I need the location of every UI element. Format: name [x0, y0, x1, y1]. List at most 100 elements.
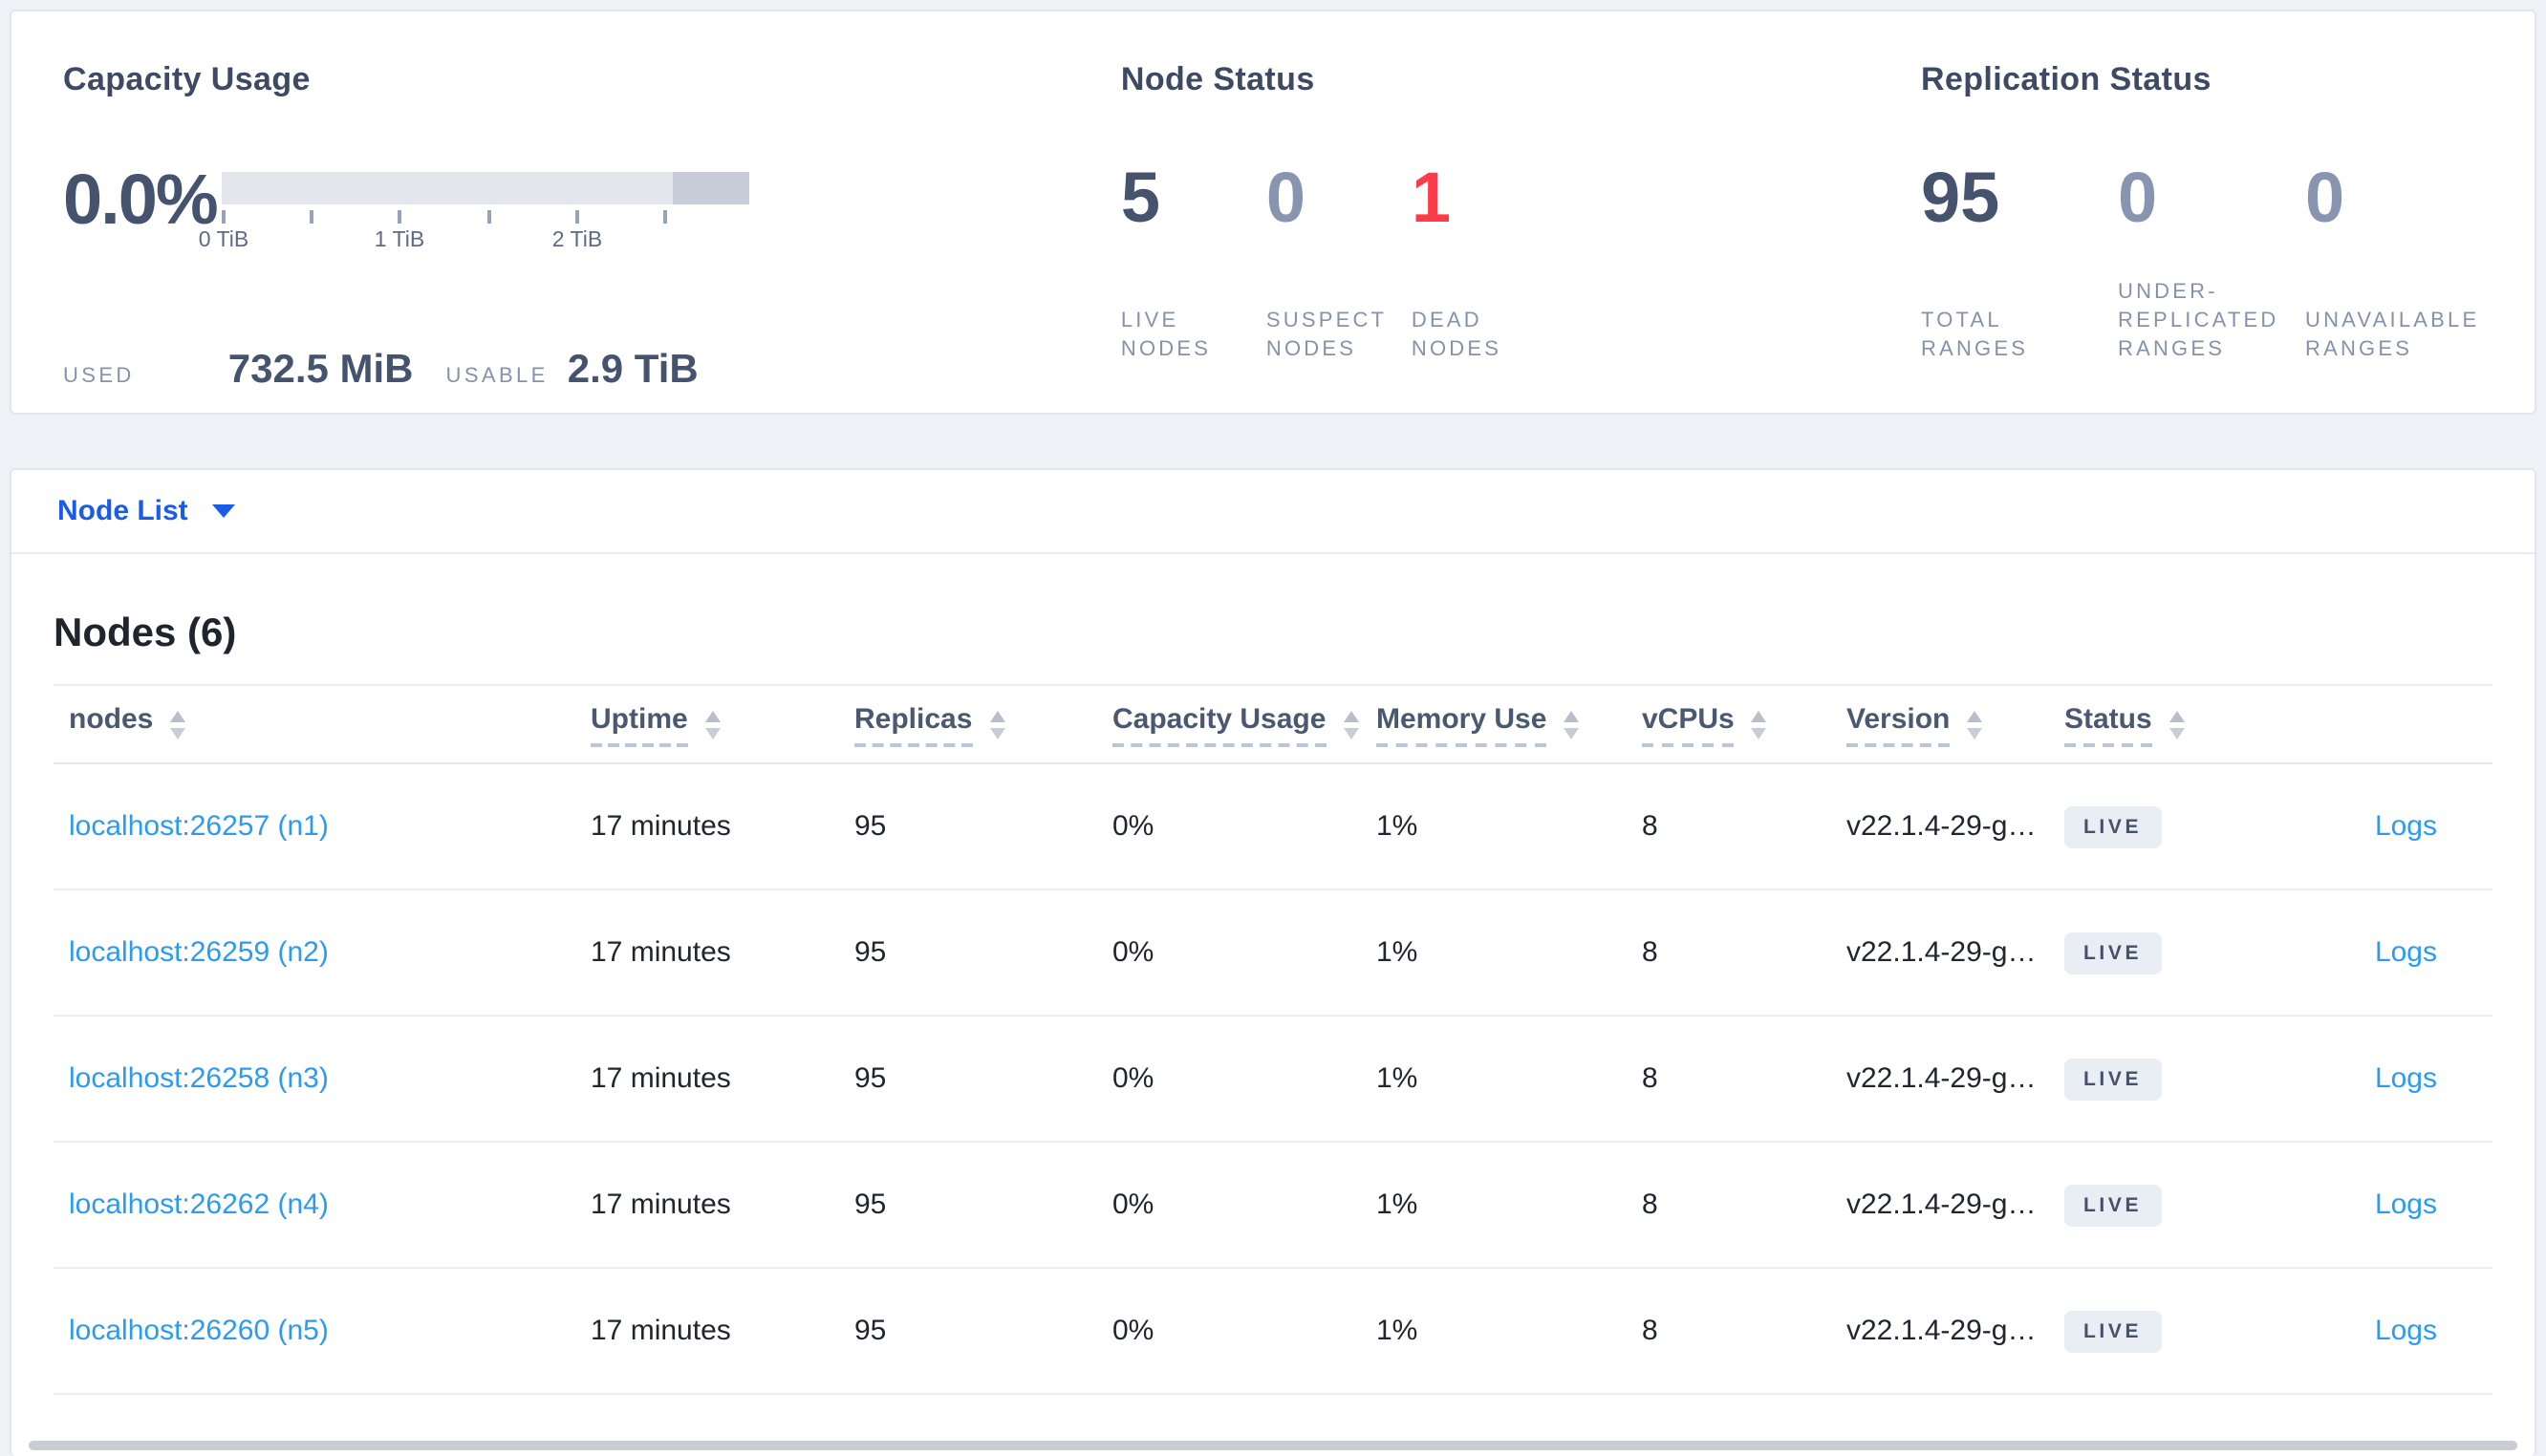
under-replicated-ranges-value: 0 — [2118, 159, 2158, 237]
column-header-uptime[interactable]: Uptime — [591, 702, 854, 746]
table-row: localhost:26258 (n3) 17 minutes 95 0% 1%… — [54, 1017, 2492, 1143]
horizontal-scrollbar[interactable] — [29, 1441, 2517, 1450]
sort-icon — [170, 710, 186, 739]
view-selector-label: Node List — [57, 495, 188, 527]
logs-link[interactable]: Logs — [2374, 936, 2437, 969]
total-ranges-stat: 95 TOTAL RANGES — [1921, 159, 2118, 365]
total-ranges-value: 95 — [1921, 159, 2000, 237]
capacity-usage-cell: 0% — [1112, 936, 1154, 969]
node-link[interactable]: localhost:26259 (n2) — [69, 936, 329, 969]
sort-icon — [1343, 710, 1359, 739]
capacity-tick — [310, 210, 313, 224]
node-list-panel: Node List Nodes (6) nodes Uptime Replicas C… — [10, 468, 2536, 1456]
vcpus-cell: 8 — [1642, 936, 1658, 969]
memory-use-cell: 1% — [1376, 810, 1418, 843]
status-badge: LIVE — [2064, 805, 2162, 847]
usable-value: 2.9 TiB — [567, 348, 699, 392]
memory-use-cell: 1% — [1376, 1315, 1418, 1347]
usable-label: USABLE — [445, 365, 549, 388]
column-header-nodes[interactable]: nodes — [69, 702, 591, 746]
suspect-nodes-stat: 0 SUSPECT NODES — [1265, 159, 1412, 365]
column-header-memory-use[interactable]: Memory Use — [1376, 702, 1642, 746]
node-status-title: Node Status — [1120, 61, 1315, 97]
version-cell: v22.1.4-29-g… — [1846, 936, 2037, 969]
column-header-replicas[interactable]: Replicas — [854, 702, 1112, 746]
capacity-tick-label: 2 TiB — [551, 229, 603, 252]
sort-icon — [2168, 710, 2185, 739]
table-row: localhost:26257 (n1) 17 minutes 95 0% 1%… — [54, 764, 2492, 890]
version-cell: v22.1.4-29-g… — [1846, 1315, 2037, 1347]
memory-use-cell: 1% — [1376, 1188, 1418, 1221]
live-nodes-label: LIVE NODES — [1120, 310, 1212, 361]
replication-status-section: Replication Status 95 TOTAL RANGES 0 UND… — [1921, 11, 2535, 413]
column-header-capacity-usage[interactable]: Capacity Usage — [1112, 702, 1376, 746]
capacity-usage-title: Capacity Usage — [63, 61, 311, 97]
capacity-tick — [663, 210, 667, 224]
table-row: localhost:26262 (n4) 17 minutes 95 0% 1%… — [54, 1143, 2492, 1269]
unavailable-ranges-stat: 0 UNAVAILABLE RANGES — [2305, 159, 2535, 365]
under-replicated-ranges-stat: 0 UNDER-REPLICATED RANGES — [2118, 159, 2305, 365]
node-link[interactable]: localhost:26260 (n5) — [69, 1315, 329, 1347]
used-value: 732.5 MiB — [227, 348, 414, 392]
used-label: USED — [63, 365, 135, 388]
sort-icon — [1564, 710, 1580, 739]
capacity-tick-label: 1 TiB — [374, 229, 425, 252]
status-badge: LIVE — [2064, 1184, 2162, 1226]
logs-link[interactable]: Logs — [2374, 1188, 2437, 1221]
live-nodes-value: 5 — [1120, 159, 1161, 237]
capacity-tick — [222, 210, 226, 224]
capacity-axis-ticks — [222, 208, 749, 225]
column-header-label: Status — [2064, 702, 2152, 746]
logs-link[interactable]: Logs — [2374, 1315, 2437, 1347]
node-link[interactable]: localhost:26258 (n3) — [69, 1062, 329, 1095]
replicas-cell: 95 — [854, 936, 887, 969]
capacity-bar-chart: 0 TiB 1 TiB 2 TiB — [199, 172, 749, 260]
column-header-label: vCPUs — [1642, 702, 1735, 746]
capacity-usage-cell: 0% — [1112, 1062, 1154, 1095]
uptime-cell: 17 minutes — [591, 1315, 731, 1347]
suspect-nodes-value: 0 — [1265, 159, 1306, 237]
status-badge: LIVE — [2064, 1310, 2162, 1352]
column-header-vcpus[interactable]: vCPUs — [1642, 702, 1846, 746]
table-row: localhost:26259 (n2) 17 minutes 95 0% 1%… — [54, 890, 2492, 1017]
version-cell: v22.1.4-29-g… — [1846, 1188, 2037, 1221]
suspect-nodes-label: SUSPECT NODES — [1265, 310, 1387, 361]
replicas-cell: 95 — [854, 1315, 887, 1347]
capacity-bar — [222, 172, 749, 204]
vcpus-cell: 8 — [1642, 1315, 1658, 1347]
column-header-status[interactable]: Status — [2064, 702, 2351, 746]
uptime-cell: 17 minutes — [591, 1062, 731, 1095]
logs-link[interactable]: Logs — [2374, 810, 2437, 843]
unavailable-ranges-value: 0 — [2305, 159, 2345, 237]
memory-use-cell: 1% — [1376, 1062, 1418, 1095]
view-selector-dropdown[interactable]: Node List — [11, 470, 2535, 554]
replicas-cell: 95 — [854, 1062, 887, 1095]
status-badge: LIVE — [2064, 1058, 2162, 1100]
sort-icon — [989, 710, 1005, 739]
dead-nodes-stat: 1 DEAD NODES — [1411, 161, 1622, 365]
capacity-bar-nonusable-segment — [673, 172, 749, 204]
column-header-version[interactable]: Version — [1846, 702, 2064, 746]
version-cell: v22.1.4-29-g… — [1846, 810, 2037, 843]
table-body: localhost:26257 (n1) 17 minutes 95 0% 1%… — [54, 764, 2492, 1395]
column-header-label: Replicas — [854, 702, 973, 746]
caret-down-icon — [212, 504, 236, 518]
column-header-label: Capacity Usage — [1112, 702, 1327, 746]
uptime-cell: 17 minutes — [591, 810, 731, 843]
table-row: localhost:26260 (n5) 17 minutes 95 0% 1%… — [54, 1269, 2492, 1395]
version-cell: v22.1.4-29-g… — [1846, 1062, 2037, 1095]
total-ranges-label: TOTAL RANGES — [1921, 310, 2029, 361]
replication-status-title: Replication Status — [1921, 61, 2212, 97]
replicas-cell: 95 — [854, 1188, 887, 1221]
column-header-label: Memory Use — [1376, 702, 1547, 746]
node-link[interactable]: localhost:26262 (n4) — [69, 1188, 329, 1221]
column-header-label: Uptime — [591, 702, 688, 746]
dead-nodes-label: DEAD NODES — [1411, 310, 1502, 361]
live-nodes-stat: 5 LIVE NODES — [1120, 159, 1266, 365]
logs-link[interactable]: Logs — [2374, 1062, 2437, 1095]
capacity-percent: 0.0% — [63, 161, 219, 239]
node-link[interactable]: localhost:26257 (n1) — [69, 810, 329, 843]
column-header-label: Version — [1846, 702, 1951, 746]
node-status-section: Node Status 5 LIVE NODES 0 SUSPECT NODES… — [1121, 11, 1921, 413]
